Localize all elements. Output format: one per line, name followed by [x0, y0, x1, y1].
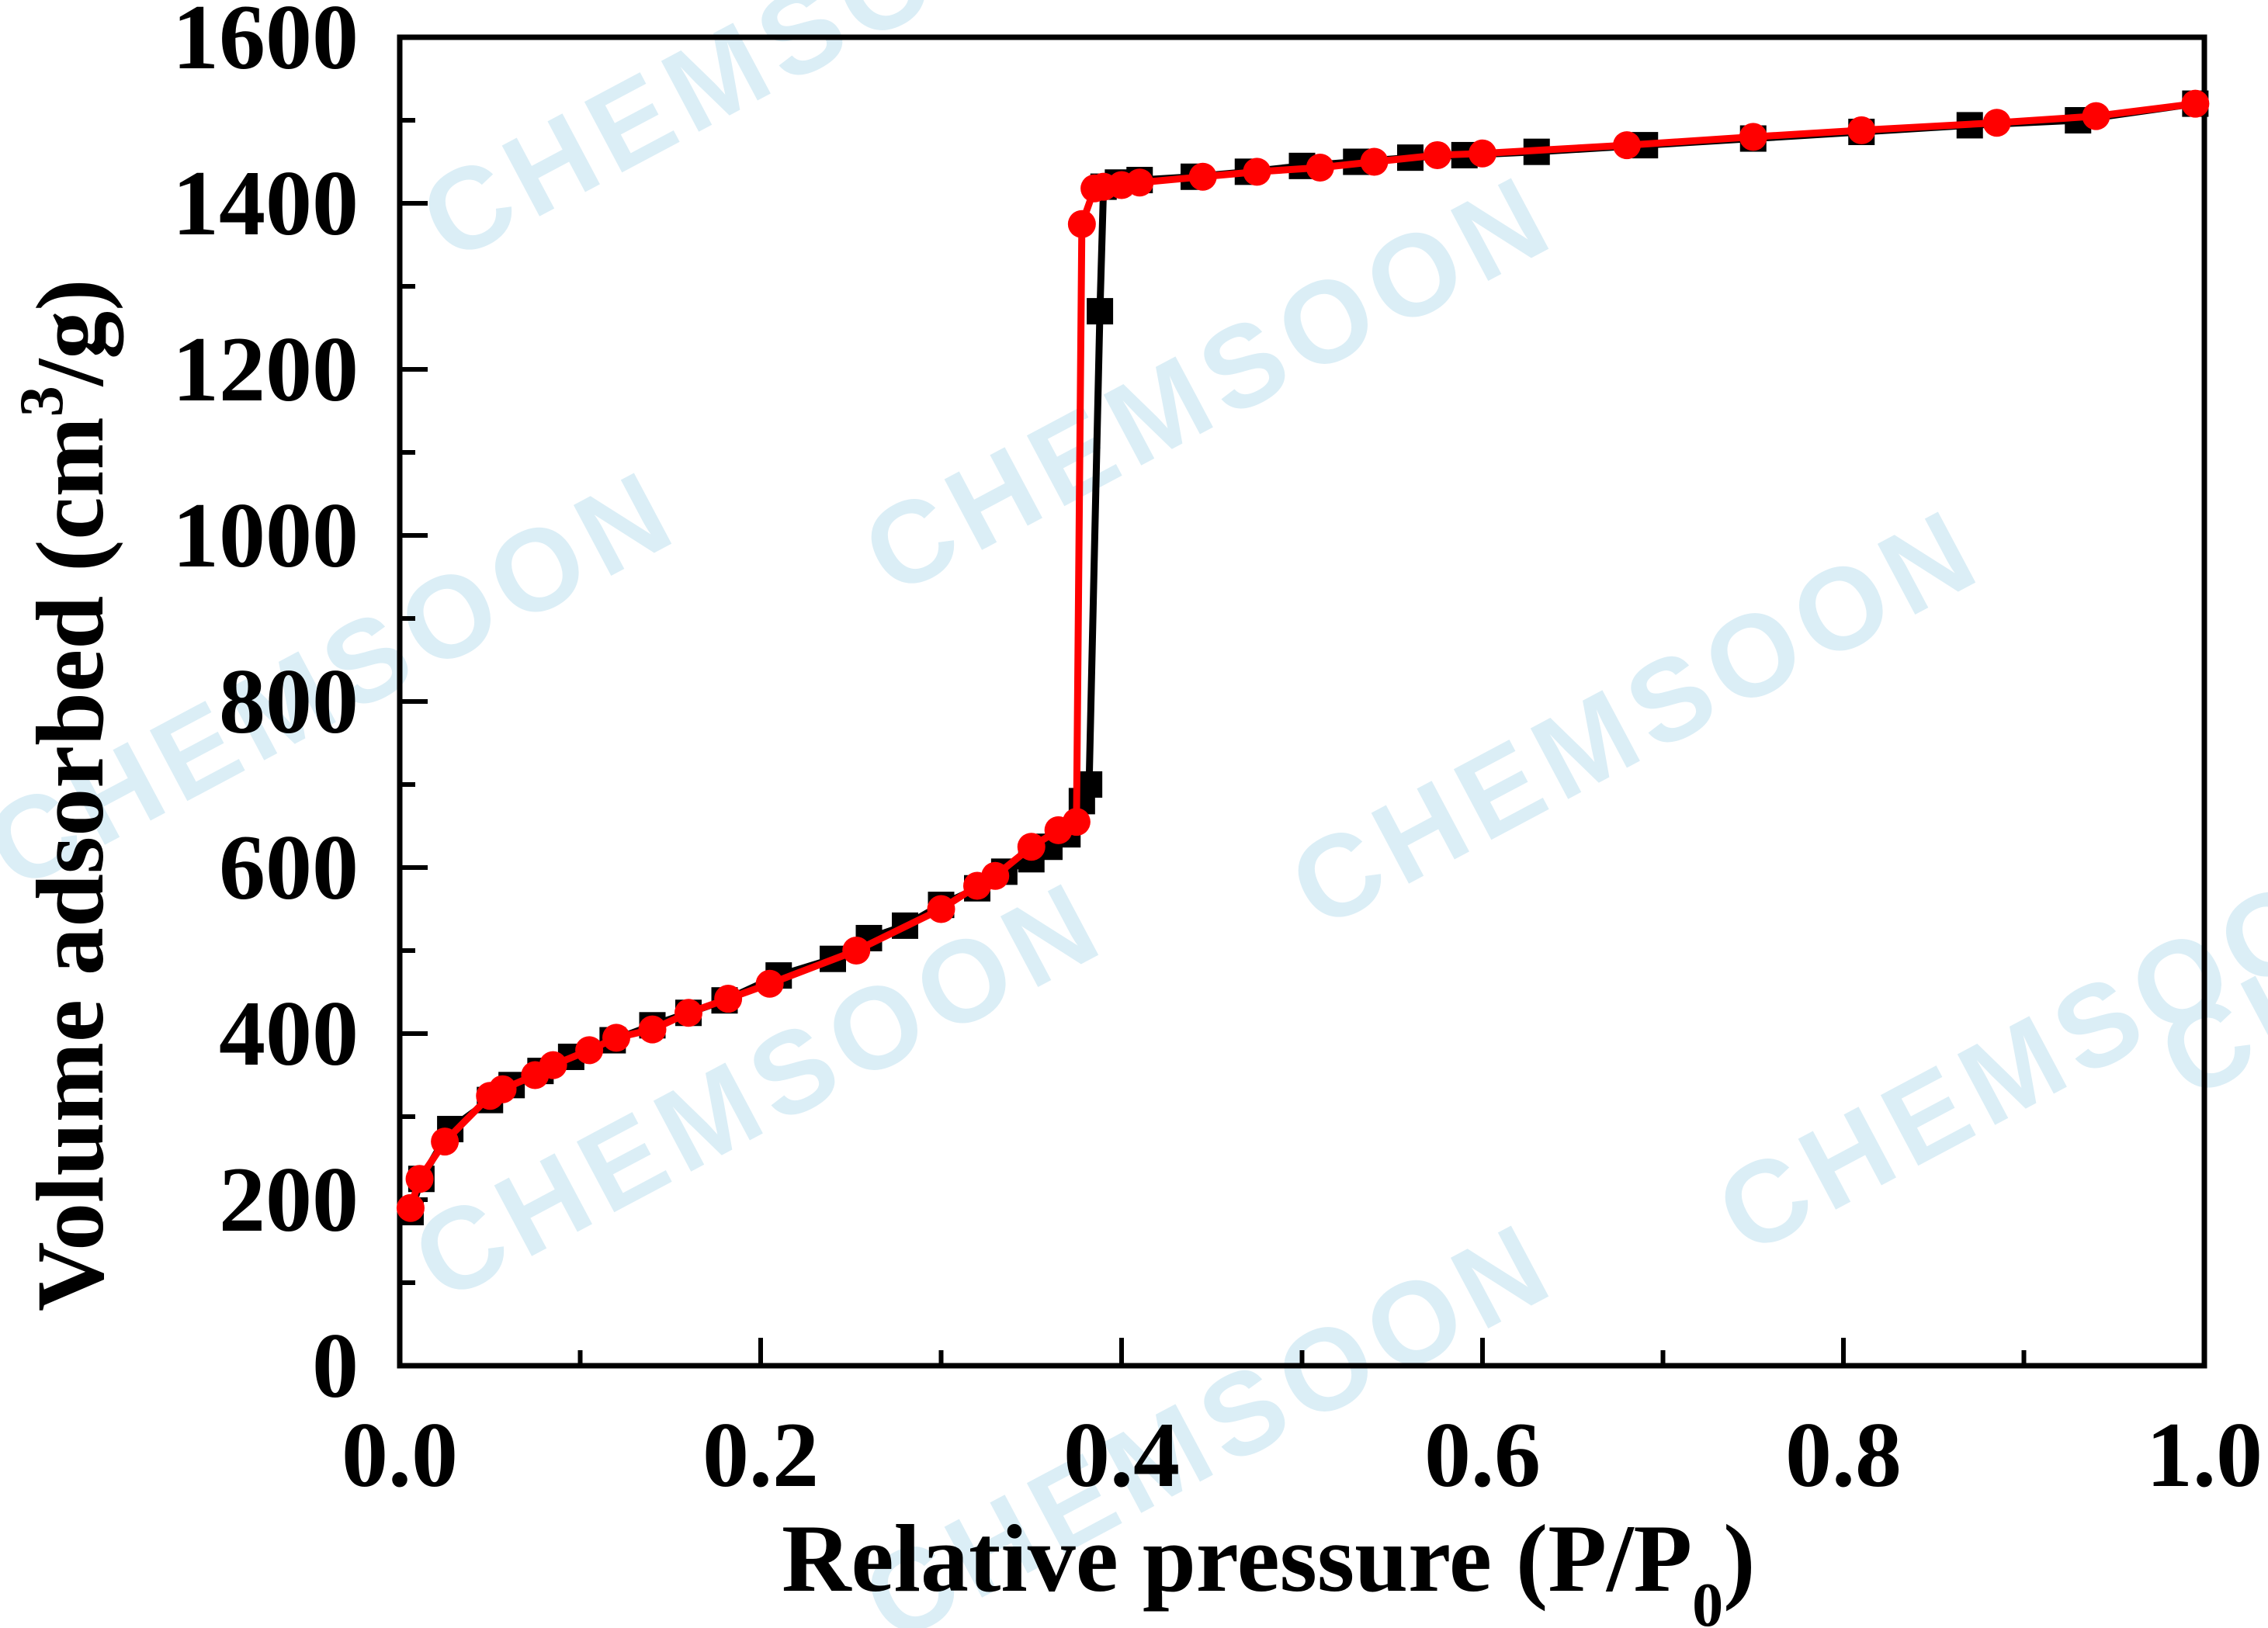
data-point: [1067, 210, 1096, 238]
data-point: [2082, 102, 2110, 130]
x-tick-label: 0.0: [342, 1403, 458, 1506]
data-point: [755, 969, 784, 998]
y-tick-label: 0: [312, 1314, 359, 1417]
data-point: [675, 999, 702, 1027]
data-point: [2181, 89, 2210, 118]
y-tick-label: 400: [219, 982, 359, 1085]
data-point: [1739, 123, 1767, 151]
data-point: [602, 1024, 630, 1052]
data-point: [521, 1061, 550, 1089]
watermark-text: CHEMSOON: [401, 0, 1133, 286]
data-point: [1360, 147, 1389, 176]
data-point: [1469, 139, 1496, 168]
data-point: [575, 1036, 604, 1065]
y-tick-label: 1000: [172, 483, 359, 587]
x-tick-label: 0.8: [1785, 1403, 1902, 1506]
data-point: [1847, 116, 1876, 144]
data-point: [963, 871, 991, 900]
y-axis-title: Volume adsorbed (cm3/g): [8, 279, 124, 1311]
data-point: [1613, 131, 1641, 160]
data-point: [431, 1127, 459, 1156]
data-point: [927, 895, 955, 923]
data-point: [396, 1193, 425, 1222]
data-point: [1044, 816, 1073, 844]
data-point: [1080, 174, 1109, 203]
data-point: [476, 1082, 505, 1110]
y-tick-label: 1400: [172, 151, 359, 255]
x-tick-label: 0.2: [702, 1403, 819, 1506]
data-point: [714, 985, 743, 1013]
x-tick-label: 0.6: [1424, 1403, 1541, 1506]
data-point: [1306, 153, 1334, 182]
x-tick-labels: 0.0 0.2 0.4 0.6 0.8 1.0: [342, 1403, 2263, 1506]
y-tick-label: 1200: [172, 317, 359, 421]
data-point: [405, 1165, 434, 1193]
series-layer: [396, 89, 2210, 1226]
data-point: [1087, 298, 1114, 325]
data-point: [1017, 833, 1046, 861]
data-point: [1423, 140, 1451, 169]
data-point: [638, 1015, 667, 1044]
y-tick-label: 800: [219, 649, 359, 753]
series-desorption: [396, 89, 2210, 1222]
data-point: [1243, 158, 1271, 186]
data-point: [842, 937, 871, 965]
y-tick-label: 200: [219, 1148, 359, 1251]
watermark-text: CHEMSOON: [1270, 481, 2003, 953]
x-axis-title: Relative pressure (P/P0): [782, 1505, 1755, 1628]
x-tick-label: 1.0: [2146, 1403, 2263, 1506]
watermark-text: CHEMSOON: [843, 147, 1576, 619]
y-tick-label: 600: [219, 816, 359, 919]
y-tick-labels: 0 200 400 600 800 1000 1200 1400 1600: [172, 0, 359, 1417]
data-point: [1188, 162, 1217, 191]
y-tick-label: 1600: [172, 0, 359, 88]
data-point: [1982, 109, 2011, 137]
x-tick-label: 0.4: [1063, 1403, 1180, 1506]
